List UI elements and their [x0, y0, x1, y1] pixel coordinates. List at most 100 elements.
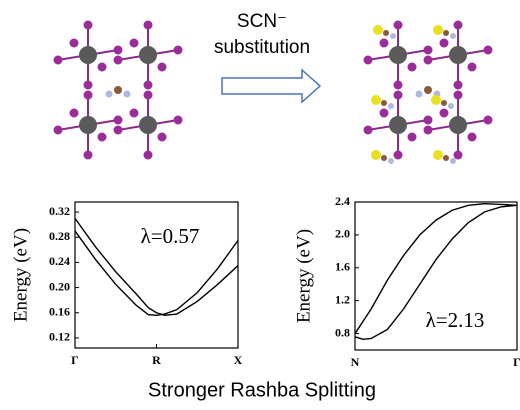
atom	[431, 95, 441, 105]
atom	[113, 115, 123, 125]
atom	[143, 80, 153, 90]
band-line	[354, 204, 518, 341]
atom	[363, 55, 373, 65]
atom	[393, 90, 403, 100]
y-tick-label: 0.8	[335, 325, 350, 339]
atom	[363, 125, 373, 135]
atom	[424, 86, 432, 94]
atom	[449, 46, 467, 64]
atom	[53, 125, 63, 135]
band-line	[74, 217, 239, 316]
atom	[467, 62, 477, 72]
atom	[83, 80, 93, 90]
y-axis-label: Energy (eV)	[10, 228, 31, 322]
atom	[69, 108, 79, 118]
atom	[450, 158, 456, 164]
atom	[388, 103, 394, 109]
atom	[114, 86, 122, 94]
atom	[423, 125, 433, 135]
atom	[371, 150, 381, 160]
y-tick-label: 1.6	[335, 260, 350, 274]
atom	[105, 90, 113, 98]
atom	[113, 125, 123, 135]
atom	[483, 115, 493, 125]
atom	[129, 38, 139, 48]
y-tick-label: 0.32	[49, 204, 70, 218]
y-tick-label: 1.2	[335, 292, 350, 306]
atom	[83, 20, 93, 30]
x-tick-label: N	[351, 355, 360, 369]
atom	[173, 45, 183, 55]
atom	[173, 115, 183, 125]
atom	[443, 30, 449, 36]
y-axis-label: Energy (eV)	[293, 229, 314, 323]
y-tick-label: 0.24	[49, 254, 70, 268]
atom	[433, 25, 443, 35]
atom	[143, 20, 153, 30]
atom	[453, 150, 463, 160]
atom	[423, 115, 433, 125]
atom	[69, 38, 79, 48]
arrow	[221, 68, 322, 104]
atom	[79, 116, 97, 134]
x-tick-label: Γ	[71, 353, 79, 367]
atom	[383, 30, 389, 36]
atom	[157, 132, 167, 142]
y-tick-label: 0.12	[49, 330, 70, 344]
atom	[415, 90, 423, 98]
atom	[423, 55, 433, 65]
atom	[143, 90, 153, 100]
y-tick-label: 2.4	[335, 194, 350, 208]
annotation: λ=2.13	[426, 308, 485, 332]
atom	[83, 90, 93, 100]
atom	[407, 132, 417, 142]
arrow-label: SCN⁻	[237, 11, 287, 32]
x-tick-label: X	[234, 353, 243, 367]
atom	[381, 100, 387, 106]
atom	[97, 62, 107, 72]
band-line	[74, 230, 239, 316]
caption: Stronger Rashba Splitting	[148, 379, 376, 401]
atom	[407, 62, 417, 72]
atom	[371, 95, 381, 105]
atom	[129, 108, 139, 118]
x-tick-label: Γ	[513, 355, 520, 369]
atom	[373, 25, 383, 35]
atom	[483, 45, 493, 55]
atom	[453, 80, 463, 90]
atom	[439, 108, 449, 118]
atom	[439, 38, 449, 48]
atom	[139, 116, 157, 134]
y-tick-label: 0.20	[49, 279, 70, 293]
y-tick-label: 0.16	[49, 305, 70, 319]
atom	[450, 33, 456, 39]
y-tick-label: 0.28	[49, 229, 70, 243]
plot-frame	[354, 201, 518, 351]
atom	[393, 150, 403, 160]
x-tick-label: R	[152, 353, 161, 367]
atom	[157, 62, 167, 72]
atom	[123, 90, 131, 98]
atom	[113, 45, 123, 55]
atom	[390, 33, 396, 39]
atom	[139, 46, 157, 64]
atom	[53, 55, 63, 65]
atom	[79, 46, 97, 64]
atom	[433, 150, 443, 160]
atom	[389, 116, 407, 134]
atom	[467, 132, 477, 142]
y-tick-label: 2.0	[335, 227, 350, 241]
atom	[453, 90, 463, 100]
atom	[443, 155, 449, 161]
atom	[441, 100, 447, 106]
atom	[448, 103, 454, 109]
atom	[393, 20, 403, 30]
atom	[379, 38, 389, 48]
atom	[453, 20, 463, 30]
band-line	[354, 202, 518, 334]
atom	[83, 150, 93, 160]
arrow-label: substitution	[214, 37, 310, 58]
atom	[423, 45, 433, 55]
annotation: λ=0.57	[141, 224, 200, 248]
